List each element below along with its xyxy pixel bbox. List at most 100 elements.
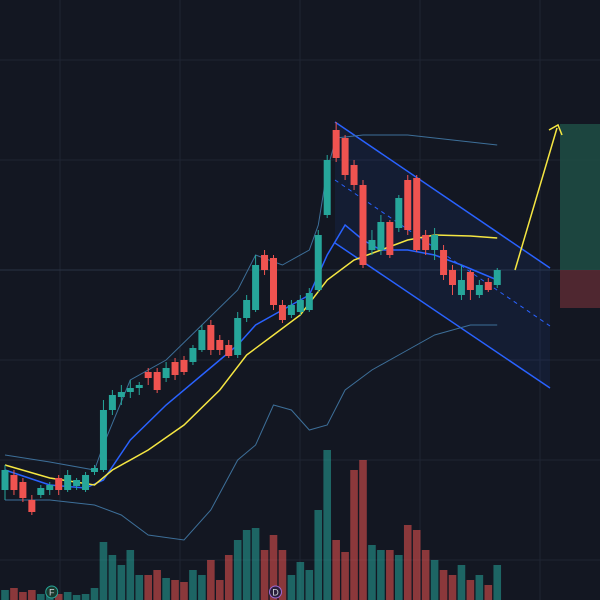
arrow-head bbox=[548, 123, 563, 136]
event-label: D bbox=[272, 588, 279, 598]
candle-body bbox=[332, 130, 340, 158]
candle-body bbox=[404, 180, 412, 230]
candle-body bbox=[296, 300, 304, 312]
volume-bar bbox=[144, 575, 152, 600]
volume-bar bbox=[180, 582, 188, 600]
volume-bar bbox=[359, 460, 367, 600]
candle-body bbox=[493, 270, 501, 285]
volume-bar bbox=[305, 570, 314, 600]
volume-bar bbox=[242, 530, 251, 600]
volume-bar bbox=[1, 590, 9, 600]
candle-body bbox=[207, 325, 215, 350]
volume-bar bbox=[224, 555, 233, 600]
candle-body bbox=[82, 475, 90, 490]
volume-bar bbox=[341, 552, 349, 600]
volume-bar bbox=[421, 550, 430, 600]
candle-body bbox=[171, 362, 179, 375]
candle-body bbox=[466, 272, 474, 290]
candle-body bbox=[180, 360, 188, 372]
candle-body bbox=[261, 255, 269, 270]
candle-body bbox=[368, 240, 376, 250]
candle-body bbox=[198, 330, 206, 350]
volume-bar bbox=[216, 580, 224, 600]
volume-bar bbox=[72, 595, 81, 600]
volume-bar bbox=[332, 540, 340, 600]
candle-body bbox=[457, 280, 465, 295]
candle-body bbox=[386, 222, 394, 255]
candle-body bbox=[278, 305, 286, 320]
volume-bar bbox=[430, 560, 439, 600]
candle-body bbox=[314, 235, 322, 290]
candle-body bbox=[144, 372, 152, 378]
candle-body bbox=[1, 470, 9, 490]
volume-bar bbox=[153, 570, 161, 600]
volume-bar bbox=[412, 530, 421, 600]
candle-body bbox=[216, 340, 224, 350]
volume-bar bbox=[403, 525, 412, 600]
volume-bar bbox=[81, 594, 90, 600]
volume-bar bbox=[162, 578, 170, 600]
candle-body bbox=[19, 482, 27, 498]
volume-bar bbox=[448, 575, 457, 600]
volume-bar bbox=[126, 550, 135, 600]
volume-bar bbox=[323, 450, 331, 600]
volume-bar bbox=[37, 594, 45, 600]
candle-body bbox=[287, 305, 295, 315]
event-marker bbox=[269, 585, 282, 599]
candle-body bbox=[305, 293, 313, 310]
candle-body bbox=[440, 250, 448, 275]
volume-bar bbox=[90, 588, 99, 600]
volume-bar bbox=[189, 570, 197, 600]
candle-body bbox=[413, 178, 421, 250]
target-zone bbox=[560, 124, 600, 270]
candle-body bbox=[243, 300, 251, 318]
candle-body bbox=[91, 468, 98, 472]
event-label: F bbox=[49, 588, 55, 598]
candle-body bbox=[117, 392, 125, 397]
candle-body bbox=[475, 285, 483, 295]
candles bbox=[1, 122, 501, 515]
indicator-line bbox=[5, 324, 498, 541]
arrow-line bbox=[514, 127, 558, 271]
channel-upper bbox=[334, 121, 551, 269]
volume-bar bbox=[63, 592, 72, 600]
volume-bar bbox=[314, 510, 323, 600]
volume-bar bbox=[10, 588, 18, 600]
candle-body bbox=[395, 198, 403, 228]
volume-bar bbox=[260, 550, 269, 600]
candle-body bbox=[422, 235, 430, 250]
volume-bar bbox=[439, 570, 448, 600]
candle-body bbox=[37, 488, 45, 495]
stop-zone bbox=[560, 270, 600, 308]
volume-bar bbox=[135, 575, 144, 600]
volume-bar bbox=[278, 550, 287, 600]
candle-body bbox=[484, 282, 492, 290]
candle-body bbox=[46, 485, 54, 490]
candle-body bbox=[28, 500, 36, 512]
candle-body bbox=[225, 345, 233, 356]
volume-bar bbox=[28, 590, 36, 600]
candle-body bbox=[162, 368, 170, 378]
volume-bar bbox=[368, 545, 376, 600]
candle-body bbox=[377, 222, 385, 250]
candle-body bbox=[234, 318, 242, 355]
volume-bar bbox=[54, 594, 63, 600]
volume-bar bbox=[457, 565, 466, 600]
candle-body bbox=[431, 235, 439, 250]
candle-body bbox=[108, 395, 116, 410]
volume-bar bbox=[171, 580, 179, 600]
volume-bar bbox=[19, 592, 27, 600]
volume-bar bbox=[117, 565, 126, 600]
volume-bar bbox=[386, 550, 394, 600]
volume-bar bbox=[395, 555, 403, 600]
candle-body bbox=[99, 410, 107, 470]
volume-bar bbox=[198, 575, 206, 600]
volume-bar bbox=[287, 575, 296, 600]
volume-bar bbox=[233, 540, 242, 600]
candle-body bbox=[55, 478, 63, 490]
volume-bar bbox=[108, 555, 117, 600]
volume-bar bbox=[377, 550, 385, 600]
candle-body bbox=[73, 480, 81, 486]
volume-bar bbox=[493, 565, 502, 600]
